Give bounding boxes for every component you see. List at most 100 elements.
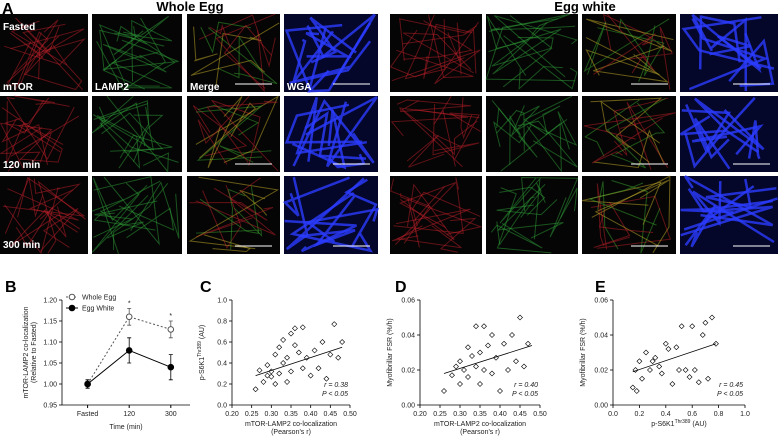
point — [256, 367, 263, 374]
point — [331, 321, 338, 328]
cell-border — [239, 189, 268, 216]
cell-border — [292, 30, 334, 83]
cell-border — [615, 102, 666, 155]
y-tick-label: 0.2 — [217, 382, 227, 389]
cell-border — [91, 180, 161, 212]
cell-border — [10, 115, 80, 163]
y-tick-label: 1.00 — [43, 382, 57, 389]
x-tick-label: 0.20 — [225, 411, 239, 418]
cell-border — [6, 32, 44, 83]
cell-border — [496, 184, 564, 239]
cell-border — [101, 112, 164, 152]
x-tick-label: 0.50 — [533, 411, 547, 418]
y-tick-label: 0.0 — [217, 403, 227, 410]
point — [284, 354, 290, 361]
point — [517, 314, 523, 321]
point — [709, 314, 715, 321]
cell-border — [306, 13, 376, 86]
point — [284, 378, 290, 385]
point — [629, 384, 636, 391]
point — [288, 330, 294, 337]
y-tick-label: 0.95 — [43, 403, 57, 410]
cell-border — [705, 178, 777, 209]
point — [643, 349, 649, 356]
axis-label: mTOR-LAMP2 co-localization — [434, 421, 526, 428]
point — [702, 319, 709, 326]
gap — [380, 14, 390, 255]
cell-border — [195, 95, 280, 163]
cell-border — [486, 16, 527, 76]
cell-border — [285, 176, 365, 251]
cell-border — [4, 99, 44, 134]
point — [489, 332, 495, 338]
cell-border — [96, 115, 141, 170]
point — [268, 373, 275, 380]
cell-border — [521, 176, 579, 218]
cell-border — [593, 33, 656, 75]
point — [303, 354, 310, 361]
y-tick-label: 0.04 — [401, 333, 415, 340]
legend-marker — [68, 304, 76, 312]
cell-border — [305, 96, 378, 168]
point — [276, 344, 283, 351]
cell-border — [396, 14, 474, 79]
axis-label-part: p-S6K1 — [651, 421, 674, 428]
cell-border — [680, 188, 773, 237]
point — [327, 351, 334, 358]
cell-border — [447, 22, 462, 75]
cell-border — [747, 120, 761, 160]
x-tick-label: 120 — [123, 411, 135, 418]
cell-border — [496, 196, 535, 246]
column-label: Merge — [190, 82, 220, 93]
cell-border — [681, 16, 775, 70]
cell-border — [593, 129, 665, 169]
y-tick-label: 0.04 — [594, 333, 608, 340]
marker — [167, 326, 175, 333]
micrograph — [187, 176, 280, 254]
axis-label-sup: Thr389 — [675, 419, 691, 425]
point — [481, 367, 487, 373]
cell-border — [98, 106, 106, 128]
cell-border — [204, 234, 252, 253]
x-tick-label: 0.20 — [413, 411, 427, 418]
cell-border — [389, 29, 465, 78]
cell-border — [618, 18, 649, 82]
panel-label: A — [2, 1, 14, 18]
cell-border — [493, 120, 532, 148]
point — [689, 323, 696, 330]
point — [477, 381, 483, 387]
point — [477, 349, 483, 356]
cell-border — [598, 208, 654, 233]
point — [481, 323, 487, 330]
x-tick-label: 0.2 — [635, 411, 645, 418]
cell-border — [15, 206, 54, 248]
stat: P < 0.05 — [512, 391, 538, 398]
cell-border — [396, 99, 472, 113]
point — [335, 354, 342, 361]
cell-border — [399, 100, 480, 119]
cell-border — [24, 19, 59, 76]
cell-border — [396, 225, 462, 249]
cell-border — [7, 188, 79, 221]
stat: P < 0.05 — [322, 391, 348, 398]
y-tick-label: 0.00 — [401, 403, 415, 410]
point — [457, 358, 463, 365]
point — [465, 374, 471, 380]
point — [699, 332, 706, 338]
point — [449, 372, 455, 379]
column-label: WGA — [287, 82, 311, 93]
row-label: 300 min — [3, 240, 40, 251]
cell-border — [113, 26, 144, 56]
panel-label: B — [5, 279, 17, 296]
x-tick-label: 0.25 — [433, 411, 447, 418]
cell-border — [14, 95, 70, 107]
cell-border — [588, 182, 657, 226]
point — [639, 375, 645, 382]
cell-border — [118, 205, 175, 239]
cell-border — [591, 117, 663, 164]
panel-label: D — [395, 279, 407, 296]
cell-border — [22, 23, 66, 80]
y-tick-label: 0.4 — [217, 361, 227, 368]
cell-border — [219, 145, 272, 163]
cell-border — [684, 204, 717, 248]
